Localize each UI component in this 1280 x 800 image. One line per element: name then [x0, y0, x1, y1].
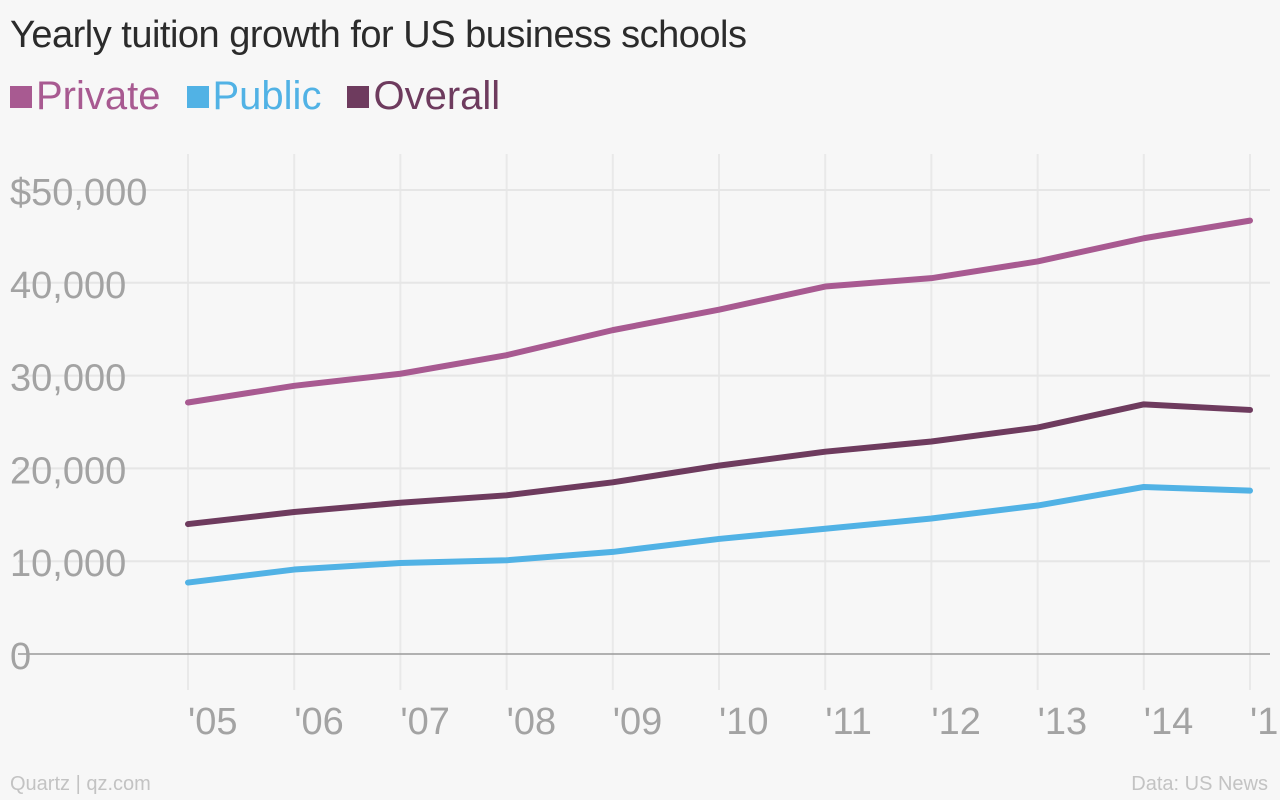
- x-tick-label: '06: [294, 701, 344, 743]
- legend-item-public: Public: [186, 74, 322, 119]
- legend: Private Public Overall: [10, 74, 500, 119]
- y-tick-label: 40,000: [10, 265, 126, 307]
- x-tick-label: '12: [931, 701, 981, 743]
- chart-title: Yearly tuition growth for US business sc…: [10, 14, 747, 56]
- series-line-private: [185, 217, 1253, 406]
- legend-label-private: Private: [36, 74, 161, 118]
- x-tick-label: '09: [613, 701, 663, 743]
- y-tick-label: $50,000: [10, 172, 147, 214]
- legend-item-overall: Overall: [347, 74, 500, 119]
- y-tick-label: 10,000: [10, 543, 126, 585]
- x-tick-label: '14: [1144, 701, 1194, 743]
- x-tick-label: '08: [507, 701, 557, 743]
- x-tick-label: '07: [400, 701, 450, 743]
- y-tick-label: 30,000: [10, 358, 126, 400]
- y-tick-label: 0: [10, 636, 31, 678]
- x-tick-label: '13: [1038, 701, 1088, 743]
- series-line-overall: [185, 401, 1253, 528]
- x-tick-label: '10: [719, 701, 769, 743]
- series-line-public: [185, 483, 1253, 586]
- x-tick-label: '11: [825, 701, 872, 743]
- legend-label-overall: Overall: [373, 74, 501, 118]
- x-tick-label: '15: [1250, 701, 1280, 743]
- legend-swatch-overall: [347, 85, 370, 108]
- legend-item-private: Private: [10, 74, 161, 119]
- x-tick-label: '05: [188, 701, 238, 743]
- legend-swatch-private: [10, 85, 32, 108]
- source-credit: Quartz | qz.com: [10, 773, 151, 795]
- y-tick-label: 20,000: [10, 450, 126, 492]
- data-credit: Data: US News: [1131, 773, 1268, 795]
- legend-swatch-public: [186, 85, 209, 108]
- legend-label-public: Public: [212, 74, 322, 118]
